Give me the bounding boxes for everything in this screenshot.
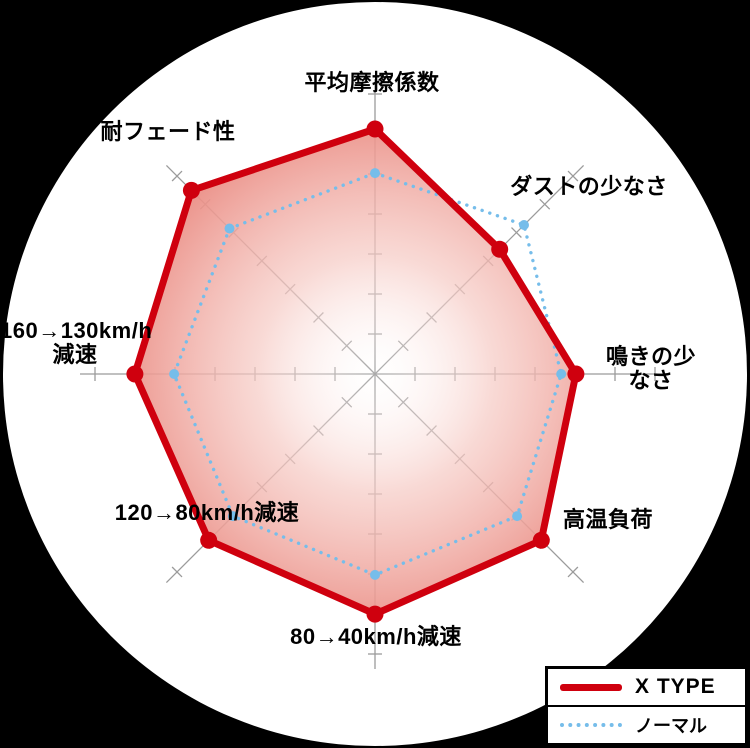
vertex-dot-xtype — [182, 181, 200, 199]
axis-tick — [539, 198, 551, 210]
vertex-dot-xtype — [366, 605, 384, 623]
vertex-dot-normal — [556, 369, 567, 379]
legend-item-xtype: X TYPE — [548, 669, 745, 707]
legend-item-normal: ノーマル — [548, 707, 745, 743]
vertex-dot-normal — [370, 569, 380, 580]
vertex-dot-xtype — [567, 365, 585, 383]
axis-label-low-squeal: 鳴きの少なさ — [605, 344, 696, 393]
vertex-dot-normal — [519, 220, 529, 230]
series-layer — [126, 120, 585, 623]
axis-label-decel-80-40: 80→40km/h減速 — [290, 624, 462, 649]
axis-tick — [171, 566, 183, 578]
legend-line-dotted-blue — [560, 723, 622, 727]
vertex-dot-xtype — [126, 365, 144, 383]
axis-label-decel-160-130: 160→130km/h 減速 — [0, 318, 153, 367]
axis-label-high-temp-load: 高温負荷 — [562, 507, 654, 532]
axis-tick — [171, 170, 183, 182]
axis-tick — [567, 566, 579, 578]
vertex-dot-xtype — [366, 120, 384, 138]
legend: X TYPE ノーマル — [545, 666, 748, 746]
vertex-dot-xtype — [491, 240, 509, 258]
legend-line-solid-red — [560, 683, 622, 691]
axis-tick — [511, 227, 522, 238]
vertex-dot-xtype — [532, 531, 550, 549]
axis-label-fade-resistance: 耐フェード性 — [100, 119, 236, 144]
vertex-dot-xtype — [200, 531, 218, 549]
legend-label-normal: ノーマル — [635, 716, 707, 736]
vertex-dot-normal — [224, 223, 235, 234]
axis-label-low-dust: ダストの少なさ — [510, 174, 668, 199]
vertex-dot-normal — [370, 168, 380, 179]
vertex-dot-normal — [512, 511, 523, 522]
series-fill-xtype — [134, 129, 576, 615]
vertex-dot-normal — [169, 369, 180, 379]
axis-label-decel-120-80: 120→80km/h減速 — [114, 500, 300, 525]
axis-label-friction: 平均摩擦係数 — [304, 70, 440, 95]
legend-label-xtype: X TYPE — [635, 675, 716, 698]
vertex-dot-normal — [227, 511, 238, 522]
axis-tick — [567, 170, 579, 182]
